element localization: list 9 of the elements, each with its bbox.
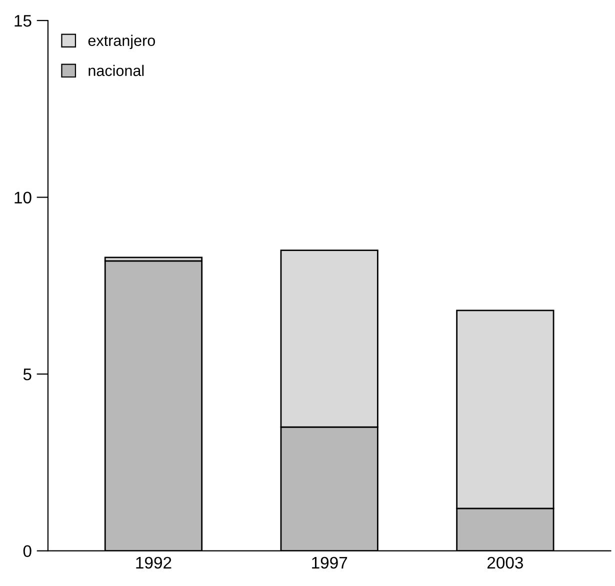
x-tick-label: 1997 (312, 556, 348, 569)
legend-label: extranjero (88, 34, 155, 50)
y-tick-label: 10 (14, 192, 32, 204)
x-tick-label: 2003 (487, 556, 523, 569)
y-tick-label: 5 (23, 368, 32, 380)
x-tick-label: 1992 (136, 556, 172, 569)
legend-label: nacional (88, 64, 144, 76)
y-tick-label: 0 (23, 545, 32, 558)
y-tick-label: 15 (14, 15, 32, 27)
